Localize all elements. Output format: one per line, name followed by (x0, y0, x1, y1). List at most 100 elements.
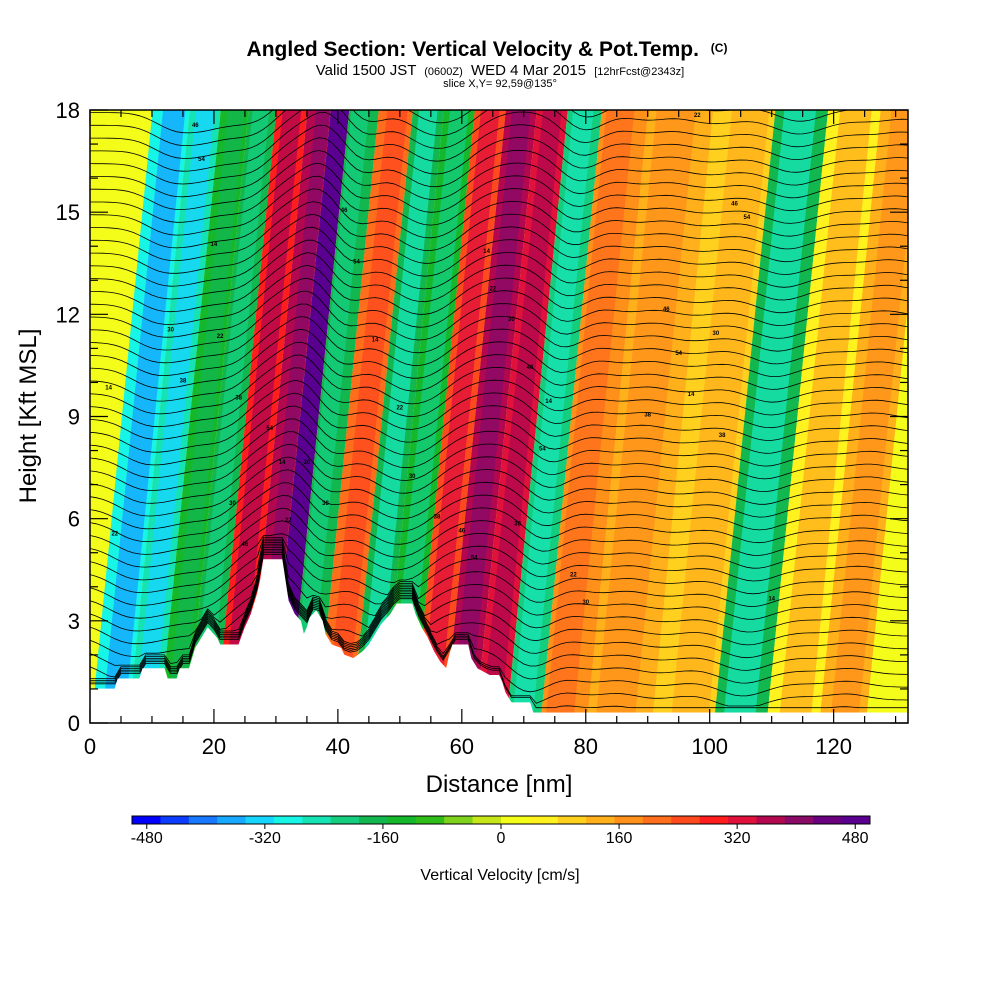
contour-label: 46 (341, 208, 348, 214)
valid-zulu: (0600Z) (424, 66, 463, 78)
theta-contour (90, 552, 908, 707)
colorbar-swatch (302, 816, 332, 824)
contour-label: 30 (582, 600, 589, 606)
velocity-band-core (357, 110, 438, 723)
colorbar-swatch (472, 816, 502, 824)
theta-contour (90, 538, 908, 619)
forecast-info: [12hrFcst@2343z] (594, 66, 684, 78)
theta-contour (90, 277, 908, 338)
velocity-band-core (830, 110, 908, 723)
y-tick-label: 6 (68, 507, 80, 532)
velocity-band-core (101, 110, 186, 723)
x-tick-label: 80 (574, 734, 598, 759)
x-tick-label: 120 (815, 734, 852, 759)
y-axis-title: Height [Kft MSL] (15, 329, 42, 504)
colorbar-swatch (330, 816, 360, 824)
colorbar-swatch (557, 816, 587, 824)
theta-contour (90, 405, 908, 466)
valid-time: Valid 1500 JST (316, 62, 416, 79)
theta-contour (90, 543, 908, 657)
contour-label: 22 (396, 406, 403, 412)
theta-contour (90, 110, 908, 159)
colorbar-tick-label: -160 (367, 830, 399, 847)
colorbar-swatch (813, 816, 843, 824)
colorbar-swatch (841, 816, 871, 824)
velocity-band-core (511, 110, 594, 723)
y-tick-label: 18 (56, 98, 80, 123)
colorbar-swatch (671, 816, 701, 824)
velocity-band-core (545, 110, 635, 723)
theta-contour (90, 239, 908, 300)
colorbar-tick-label: -480 (131, 830, 163, 847)
theta-contour (90, 188, 908, 249)
colorbar-tick-label: 320 (724, 830, 751, 847)
theta-contour (90, 328, 908, 389)
chart-title-main: Angled Section: Vertical Velocity & Pot.… (247, 38, 699, 61)
colorbar-swatch (784, 816, 814, 824)
x-tick-label: 60 (450, 734, 474, 759)
theta-contour (90, 392, 908, 453)
velocity-band-core (191, 110, 270, 723)
velocity-band-core (134, 110, 215, 723)
colorbar-swatch (756, 816, 786, 824)
colorbar-swatch (245, 816, 275, 824)
theta-contour (90, 175, 908, 236)
colorbar-swatch (160, 816, 190, 824)
x-tick-label: 100 (691, 734, 728, 759)
contour-label: 46 (242, 542, 249, 548)
theta-contour (90, 545, 908, 666)
contour-label: 46 (192, 123, 199, 129)
theta-contour (90, 542, 908, 645)
colorbar-swatch (387, 816, 417, 824)
y-tick-label: 12 (56, 302, 80, 327)
contour-label: 14 (483, 249, 490, 255)
theta-contour (90, 316, 908, 377)
contour-label: 38 (514, 522, 521, 528)
theta-contour (90, 150, 908, 210)
contour-label: 30 (713, 331, 720, 337)
theta-contour (90, 303, 908, 364)
theta-contour (90, 533, 908, 593)
contour-label: 54 (744, 215, 751, 221)
chart-title-suffix: (C) (711, 41, 728, 55)
velocity-band-core (419, 110, 500, 723)
contour-label: 22 (217, 334, 224, 340)
contour-label: 46 (731, 201, 738, 207)
theta-contour (90, 495, 908, 555)
colorbar-swatch (444, 816, 474, 824)
contour-label: 14 (372, 338, 379, 344)
chart-subtitle: Valid 1500 JST (0600Z) WED 4 Mar 2015 [1… (316, 62, 684, 79)
colorbar-swatch (642, 816, 672, 824)
theta-contour (90, 520, 908, 581)
contour-label: 14 (545, 399, 552, 405)
contour-label: 54 (353, 259, 360, 265)
theta-contour (90, 507, 908, 568)
terrain-mask (89, 559, 909, 724)
x-tick-label: 20 (202, 734, 226, 759)
axis-ticks: 0 20 40 60 80 100 120 0 3 6 9 12 15 18 (56, 98, 908, 759)
theta-contour (90, 469, 908, 530)
contour-label: 14 (768, 596, 775, 602)
plot-area: 1422303846541422303846541422303846541422… (56, 98, 909, 759)
slice-info: slice X,Y= 92,59@135° (443, 78, 557, 90)
colorbar-tick-label: 480 (842, 830, 869, 847)
theta-contour (90, 110, 908, 146)
velocity-band-core (388, 110, 469, 723)
contour-label: 54 (675, 351, 682, 357)
colorbar-swatch (415, 816, 445, 824)
colorbar-swatch (728, 816, 757, 824)
theta-contour (90, 456, 908, 517)
velocity-band-core (325, 110, 408, 723)
colorbar-swatch (132, 816, 161, 824)
x-axis-title: Distance [nm] (426, 771, 573, 798)
contour-label: 22 (694, 113, 701, 119)
contour-label: 38 (719, 433, 726, 439)
theta-contour (90, 252, 908, 313)
contour-label: 22 (111, 532, 118, 538)
theta-contour (90, 443, 908, 504)
potential-temperature-contours (90, 110, 908, 709)
contour-label: 46 (527, 365, 534, 371)
contour-label: 54 (198, 157, 205, 163)
contour-label: 22 (285, 518, 292, 524)
